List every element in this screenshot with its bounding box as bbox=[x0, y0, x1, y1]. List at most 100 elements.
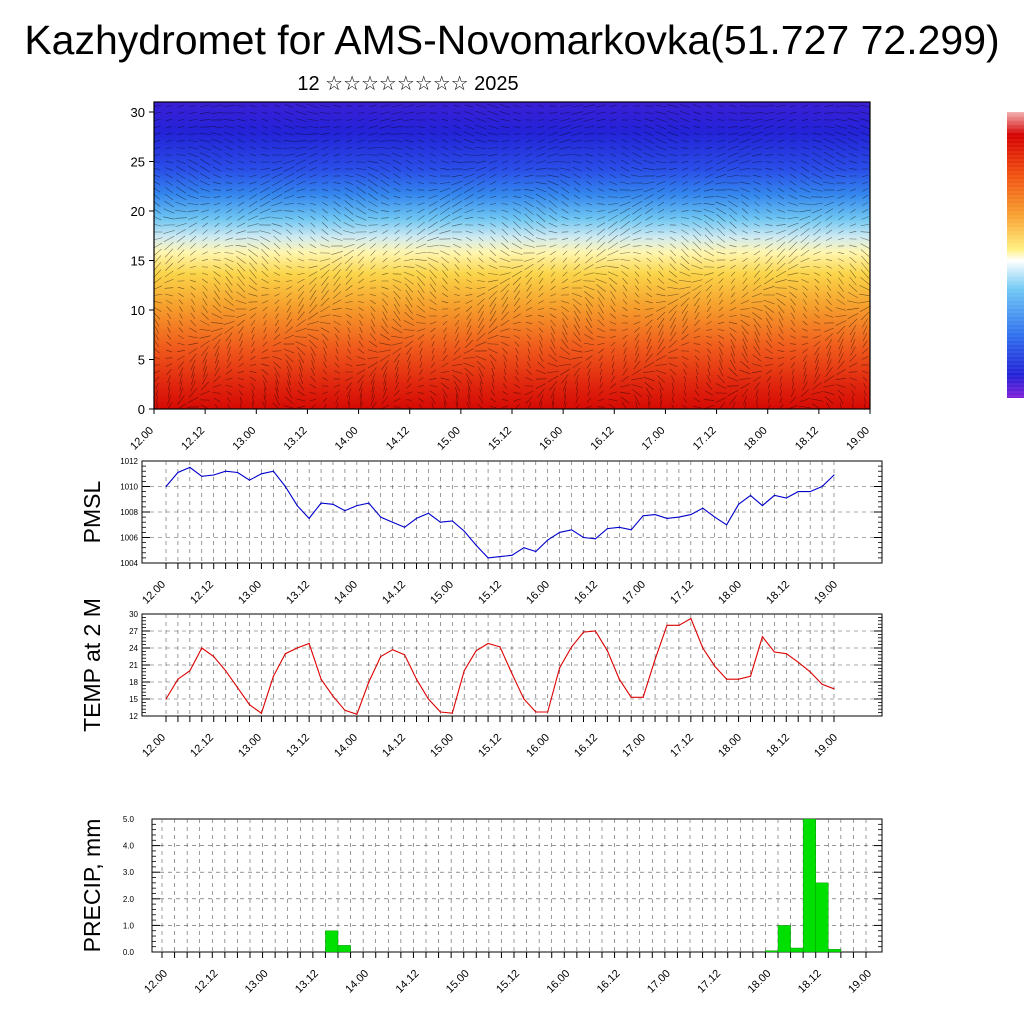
wind-vector bbox=[694, 160, 700, 164]
precip-bar bbox=[337, 945, 351, 953]
wind-vector bbox=[237, 195, 245, 199]
temp-point bbox=[308, 642, 310, 645]
wind-vector bbox=[237, 125, 245, 129]
wind-vectors bbox=[154, 103, 870, 409]
wind-vector bbox=[309, 181, 317, 185]
wind-vector bbox=[155, 382, 159, 390]
wind-vector bbox=[864, 396, 866, 404]
wind-vector bbox=[515, 348, 519, 354]
wind-vector bbox=[670, 249, 676, 257]
wind-vector bbox=[261, 300, 269, 304]
wind-vector bbox=[488, 348, 498, 354]
wind-vector bbox=[573, 367, 581, 377]
wind-vector bbox=[176, 166, 186, 172]
wind-vector bbox=[658, 324, 664, 336]
wind-vector bbox=[596, 284, 606, 292]
wind-vector bbox=[177, 111, 185, 115]
wind-vector bbox=[320, 297, 330, 307]
wind-vector bbox=[154, 341, 160, 347]
wind-vector bbox=[513, 283, 521, 293]
wind-vector bbox=[272, 361, 282, 369]
wind-vector bbox=[237, 319, 245, 327]
wind-vector bbox=[488, 285, 498, 291]
wind-vector bbox=[800, 235, 810, 243]
wind-vector bbox=[286, 243, 292, 249]
wind-vector bbox=[200, 104, 210, 108]
wind-vector bbox=[728, 321, 738, 325]
x-tick-label: 15.12 bbox=[476, 579, 504, 607]
wind-vector bbox=[260, 167, 270, 171]
pmsl-point bbox=[463, 530, 465, 532]
wind-vector bbox=[766, 332, 772, 342]
wind-vector bbox=[500, 283, 510, 293]
wind-vector bbox=[679, 280, 691, 282]
wind-vector bbox=[801, 105, 809, 107]
wind-vector bbox=[187, 202, 199, 206]
wind-vector bbox=[729, 359, 737, 371]
wind-vector bbox=[381, 230, 389, 234]
wind-vector bbox=[249, 370, 257, 374]
wind-vector bbox=[836, 174, 846, 178]
wind-vector bbox=[224, 252, 234, 254]
wind-vector bbox=[443, 401, 446, 409]
wind-vector bbox=[611, 348, 615, 354]
wind-vector bbox=[825, 339, 833, 349]
wind-vector bbox=[225, 229, 233, 235]
wind-vector bbox=[295, 327, 307, 333]
y-tick-label: 2.0 bbox=[123, 895, 135, 904]
wind-vector bbox=[165, 349, 173, 353]
wind-vector bbox=[261, 349, 269, 353]
wind-vector bbox=[406, 181, 412, 185]
wind-vector bbox=[359, 333, 363, 341]
wind-vector bbox=[548, 125, 558, 129]
y-tick-label: 25 bbox=[131, 155, 145, 170]
wind-vector bbox=[826, 285, 832, 291]
wind-vector bbox=[727, 152, 739, 158]
wind-vector bbox=[838, 215, 844, 221]
temp-point bbox=[487, 642, 489, 645]
wind-vector bbox=[417, 208, 425, 214]
wind-vector bbox=[790, 335, 796, 339]
wind-vector bbox=[405, 236, 413, 242]
wind-vector bbox=[561, 201, 569, 207]
wind-vector bbox=[573, 180, 581, 186]
wind-vector bbox=[335, 333, 339, 341]
wind-vector bbox=[441, 139, 449, 143]
temp-point bbox=[702, 647, 704, 649]
wind-vector bbox=[406, 347, 412, 355]
wind-vector bbox=[188, 118, 198, 122]
y-tick-label: 1004 bbox=[120, 559, 138, 568]
x-tick-label: 13.00 bbox=[243, 968, 271, 996]
wind-vector bbox=[211, 322, 223, 324]
wind-vector bbox=[683, 390, 687, 396]
wind-vector bbox=[659, 388, 663, 398]
wind-vector bbox=[297, 258, 305, 262]
wind-vector bbox=[621, 146, 629, 150]
precip-bar bbox=[828, 949, 842, 953]
wind-vector bbox=[609, 133, 617, 135]
wind-vector bbox=[464, 124, 474, 130]
wind-vector bbox=[717, 119, 725, 121]
wind-vector bbox=[275, 387, 279, 399]
wind-vector bbox=[235, 238, 247, 240]
wind-vector bbox=[559, 146, 571, 150]
wind-vector bbox=[751, 146, 763, 150]
temp-point bbox=[284, 653, 286, 655]
wind-vector bbox=[250, 146, 256, 150]
wind-vector bbox=[740, 187, 750, 193]
temp-point bbox=[415, 678, 418, 680]
wind-vector bbox=[859, 293, 870, 297]
wind-vector bbox=[261, 270, 269, 278]
wind-vector bbox=[439, 181, 451, 185]
wind-vector bbox=[587, 382, 591, 390]
precip-axis-label: PRECIP, mm bbox=[79, 819, 105, 953]
wind-vector bbox=[571, 139, 583, 143]
wind-vector bbox=[309, 196, 317, 198]
wind-vector bbox=[620, 396, 630, 404]
wind-vector bbox=[416, 236, 426, 242]
wind-vector bbox=[356, 243, 366, 249]
wind-vector bbox=[728, 126, 738, 128]
wind-vector bbox=[478, 367, 484, 377]
wind-vector bbox=[838, 270, 844, 278]
wind-vector bbox=[790, 389, 796, 397]
